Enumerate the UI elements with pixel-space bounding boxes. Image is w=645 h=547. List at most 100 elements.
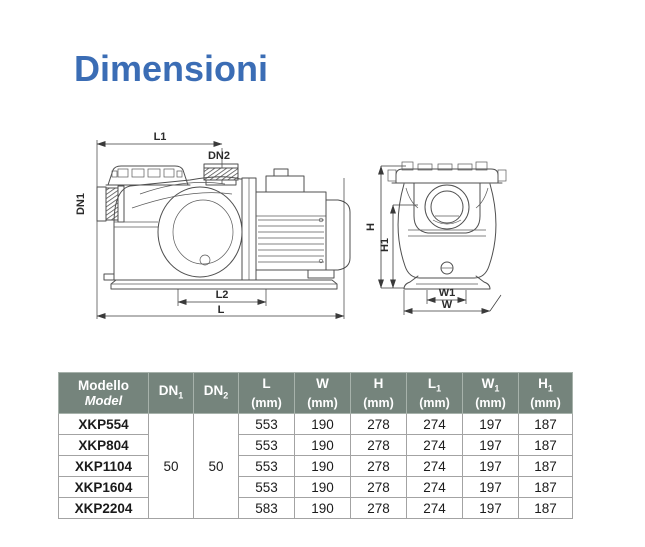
window-inner [430,190,464,224]
label-w: W [442,299,453,311]
strainer-neck [413,182,481,234]
header-sub: 1 [494,383,500,394]
header-w: W (mm) [294,372,351,414]
label-l1: L1 [154,131,167,143]
value-cell: 274 [406,413,463,435]
label-dn1: DN1 [75,193,87,215]
table-row: XKP1604 553 190 278 274 197 187 [58,476,573,498]
header-text: H [373,376,384,392]
lid-notch [147,168,161,178]
header-dn2: DN2 [193,372,239,414]
value-cell: 278 [350,497,407,519]
value-cell: 583 [238,497,295,519]
lid-tab [457,163,473,171]
value-cell: 187 [518,476,573,498]
terminal-box [265,175,305,193]
header-unit: (mm) [530,395,561,410]
body-swoosh [139,182,226,195]
volute-drain-plug [199,254,211,266]
table-header-row: Modello Model DN1 DN2 L (mm) W (mm) H (m [58,372,573,414]
value-cell: 197 [462,497,519,519]
pump-side-view-drawing: L1 DN2 DN1 L2 [75,131,351,319]
header-h1: H1 (mm) [518,372,573,414]
value-cell: 278 [350,413,407,435]
value-cell: 278 [350,434,407,456]
label-l: L [218,304,225,316]
header-sub: 1 [547,383,553,394]
header-text: L [427,376,437,392]
header-dn1: DN1 [148,372,194,414]
header-l: L (mm) [238,372,295,414]
motor-foot [307,269,335,279]
model-cell: XKP1604 [58,476,149,498]
lid-front [395,168,499,184]
value-cell: 187 [518,497,573,519]
dn2-port-thread [203,167,239,181]
table-row: XKP554 50 50 553 190 278 274 197 187 [58,413,573,519]
value-cell: 278 [350,476,407,498]
header-unit: (mm) [419,395,450,410]
header-unit: (mm) [475,395,506,410]
value-cell: 274 [406,434,463,456]
label-h: H [365,223,377,231]
label-h1: H1 [379,238,391,252]
lid-ear [387,169,397,182]
lid-notch [131,168,145,178]
header-unit: (mm) [307,395,338,410]
volute-outer [157,186,243,278]
value-cell: 274 [406,476,463,498]
lid-tab [437,163,453,171]
shoulder-curve [405,187,419,209]
value-cell: 187 [518,413,573,435]
pump-body [113,176,243,281]
shoulder-curve [475,187,489,209]
header-sub: 1 [178,390,184,401]
header-text: DN [203,382,224,398]
model-cell: XKP1104 [58,455,149,477]
volute-inner [172,199,234,265]
extension-line [489,294,502,312]
terminal-box-cap [273,168,289,177]
value-cell: 190 [294,434,351,456]
header-text: L [262,376,271,392]
value-cell: 190 [294,413,351,435]
lid-notch [163,168,175,178]
dn2-cell: 50 [193,413,239,519]
header-sub: 1 [436,383,442,394]
value-cell: 187 [518,434,573,456]
dn2-port-cap [203,163,239,169]
header-sub: 2 [223,390,229,401]
value-cell: 197 [462,455,519,477]
value-cell: 187 [518,455,573,477]
motor-fins [258,219,324,263]
value-cell: 190 [294,497,351,519]
front-foot [103,273,115,281]
header-unit: (mm) [251,395,282,410]
header-model: Modello Model [58,372,149,414]
pump-front-view-drawing: H H1 W1 W [365,161,507,315]
motor-body [255,191,327,271]
header-w1: W1 (mm) [462,372,519,414]
header-text: W [316,376,329,392]
value-cell: 553 [238,434,295,456]
strainer-lid [107,165,189,186]
table-row: XKP2204 583 190 278 274 197 187 [58,497,573,519]
header-unit: (mm) [363,395,394,410]
fan-cover [325,199,351,271]
base-plate [110,279,338,290]
value-cell: 197 [462,434,519,456]
label-w1: W1 [439,287,456,299]
header-text: DN [158,382,179,398]
value-cell: 190 [294,455,351,477]
header-text: W [481,376,495,392]
value-cell: 553 [238,476,295,498]
body-swoosh [131,192,233,209]
dimensions-table: Modello Model DN1 DN2 L (mm) W (mm) H (m [58,372,573,519]
value-cell: 553 [238,413,295,435]
lid-tab [401,161,414,171]
body-right [473,183,497,279]
lid-ear [497,169,507,182]
window-water-arc [432,219,462,225]
value-cell: 190 [294,476,351,498]
